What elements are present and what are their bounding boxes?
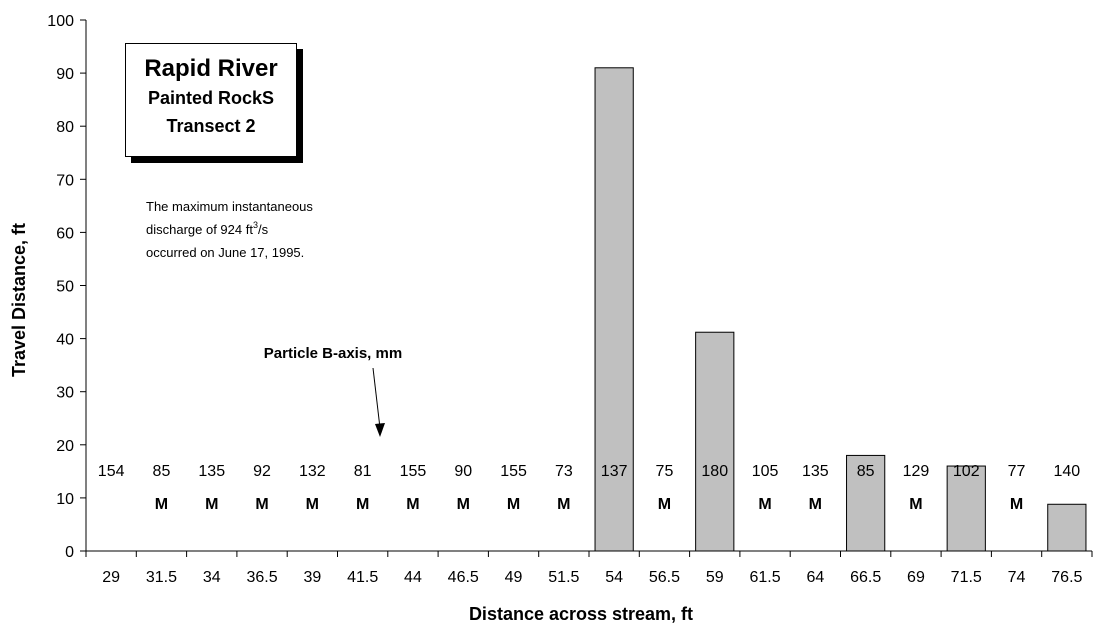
- y-tick-label: 30: [56, 385, 74, 402]
- y-tick-label: 20: [56, 438, 74, 455]
- particle-labels: 154 85 M 135 M 92 M 132 M 81 M 155 M 90 M 155 M 73 M 137 75 M…: [98, 463, 1080, 513]
- x-tick-label: 71.5: [951, 569, 982, 586]
- x-tick-label: 56.5: [649, 569, 680, 586]
- bar: [1047, 503, 1087, 552]
- arrow-label: Particle B-axis, mm: [264, 345, 402, 362]
- particle-size-label: 155: [400, 463, 427, 480]
- y-tick-label: 90: [56, 66, 74, 83]
- note-line-2: discharge of 924 ft3/s: [146, 220, 269, 237]
- x-tick-label: 59: [706, 569, 724, 586]
- x-tick-label: 74: [1008, 569, 1026, 586]
- chart-title-box: Rapid River Painted RockS Transect 2: [125, 43, 297, 157]
- missing-marker: M: [758, 496, 771, 513]
- particle-size-label: 135: [802, 463, 829, 480]
- y-tick-label: 0: [65, 544, 74, 561]
- x-tick-label: 64: [806, 569, 824, 586]
- y-tick-label: 60: [56, 225, 74, 242]
- title-line-2: Painted RockS: [147, 88, 275, 108]
- bars: [594, 67, 1087, 552]
- x-tick-label: 51.5: [548, 569, 579, 586]
- missing-marker: M: [1010, 496, 1023, 513]
- particle-arrow-annotation: Particle B-axis, mm: [264, 345, 402, 437]
- particle-size-label: 90: [454, 463, 472, 480]
- particle-size-label: 75: [656, 463, 674, 480]
- arrow-line: [372, 367, 381, 429]
- x-tick-label: 31.5: [146, 569, 177, 586]
- y-tick-label: 80: [56, 119, 74, 136]
- note-line-2-prefix: discharge of 924 ft: [146, 222, 253, 237]
- x-tick-label: 54: [605, 569, 623, 586]
- bar: [594, 67, 634, 552]
- y-tick-label: 50: [56, 279, 74, 296]
- x-tick-label: 41.5: [347, 569, 378, 586]
- missing-marker: M: [557, 496, 570, 513]
- x-tick-label: 76.5: [1051, 569, 1082, 586]
- x-tick-label: 61.5: [749, 569, 780, 586]
- particle-size-label: 102: [953, 463, 980, 480]
- missing-marker: M: [306, 496, 319, 513]
- x-axis-title: Distance across stream, ft: [469, 604, 693, 624]
- x-tick-label: 39: [303, 569, 321, 586]
- y-tick-label: 40: [56, 332, 74, 349]
- y-tick-label: 10: [56, 491, 74, 508]
- x-tick-label: 69: [907, 569, 925, 586]
- axes: 0 10 20 30 40 50 60 70 80 90 100 29 31.5 34 36.5 39 41.5…: [47, 13, 1093, 586]
- note-line-2-suffix: /s: [258, 222, 269, 237]
- particle-size-label: 77: [1008, 463, 1026, 480]
- x-tick-label: 29: [102, 569, 120, 586]
- missing-marker: M: [658, 496, 671, 513]
- note-line-2-superscript: 3: [253, 220, 258, 230]
- missing-marker: M: [155, 496, 168, 513]
- arrow-head-icon: [375, 423, 385, 437]
- particle-size-label: 85: [153, 463, 171, 480]
- missing-marker: M: [909, 496, 922, 513]
- discharge-note: The maximum instantaneous discharge of 9…: [146, 199, 313, 260]
- missing-marker: M: [356, 496, 369, 513]
- x-tick-label: 36.5: [246, 569, 277, 586]
- x-tick-label: 44: [404, 569, 422, 586]
- particle-size-label: 132: [299, 463, 326, 480]
- bar: [946, 465, 986, 552]
- particle-size-label: 180: [701, 463, 728, 480]
- x-tick-label: 49: [505, 569, 523, 586]
- particle-size-label: 129: [903, 463, 930, 480]
- missing-marker: M: [507, 496, 520, 513]
- y-tick-label: 70: [56, 172, 74, 189]
- particle-size-label: 73: [555, 463, 573, 480]
- particle-size-label: 154: [98, 463, 125, 480]
- note-line-1: The maximum instantaneous: [146, 199, 313, 214]
- y-axis-title: Travel Distance, ft: [9, 223, 29, 377]
- particle-size-label: 81: [354, 463, 372, 480]
- title-line-1: Rapid River: [144, 55, 278, 82]
- x-tick-label: 46.5: [448, 569, 479, 586]
- particle-size-label: 140: [1053, 463, 1080, 480]
- missing-marker: M: [205, 496, 218, 513]
- particle-size-label: 155: [500, 463, 527, 480]
- missing-marker: M: [457, 496, 470, 513]
- title-line-3: Transect 2: [166, 116, 256, 136]
- particle-size-label: 137: [601, 463, 628, 480]
- particle-size-label: 105: [752, 463, 779, 480]
- particle-size-label: 92: [253, 463, 271, 480]
- note-line-3: occurred on June 17, 1995.: [146, 245, 304, 260]
- missing-marker: M: [406, 496, 419, 513]
- missing-marker: M: [255, 496, 268, 513]
- x-tick-label: 34: [203, 569, 221, 586]
- missing-marker: M: [809, 496, 822, 513]
- particle-size-label: 135: [198, 463, 225, 480]
- y-tick-label: 100: [47, 13, 74, 30]
- particle-size-label: 85: [857, 463, 875, 480]
- bar: [695, 331, 735, 552]
- bar: [846, 454, 886, 552]
- x-tick-label: 66.5: [850, 569, 881, 586]
